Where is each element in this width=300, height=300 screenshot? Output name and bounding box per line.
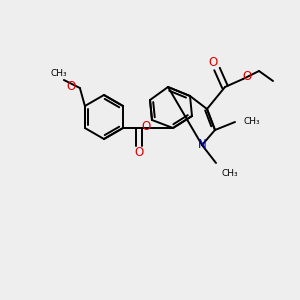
Text: CH₃: CH₃ — [51, 68, 67, 77]
Text: CH₃: CH₃ — [221, 169, 238, 178]
Text: O: O — [67, 80, 76, 92]
Text: CH₃: CH₃ — [243, 118, 260, 127]
Text: O: O — [242, 70, 252, 83]
Text: O: O — [142, 121, 151, 134]
Text: O: O — [134, 146, 144, 160]
Text: O: O — [208, 56, 217, 68]
Text: N: N — [198, 139, 206, 152]
